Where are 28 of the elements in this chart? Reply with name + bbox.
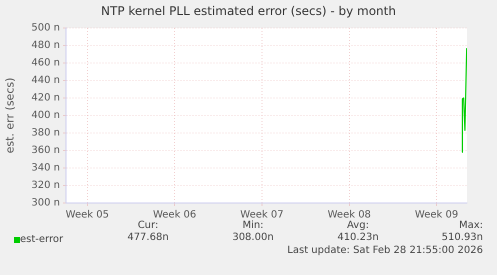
y-tick-label: 360 n	[31, 145, 60, 156]
x-tick-label: Week 09	[414, 210, 458, 221]
text: 308.00n	[231, 232, 275, 243]
text: Min:	[241, 220, 265, 231]
text: Avg:	[346, 220, 370, 231]
text: 477.68n	[126, 232, 170, 243]
x-tick-label: Week 07	[240, 210, 284, 221]
y-tick-label: 440 n	[31, 75, 60, 86]
y-tick-label: 320 n	[31, 180, 60, 192]
text: Last update: Sat Feb 28 21:55:00 2026	[287, 245, 483, 256]
legend-label: est-error	[20, 234, 64, 245]
chart-title: NTP kernel PLL estimated error (secs) - by month	[100, 4, 397, 18]
x-tick-label: Week 06	[152, 210, 196, 221]
text: Max:	[458, 220, 483, 231]
y-tick-label: 380 n	[31, 128, 60, 139]
x-tick-label: Week 08	[328, 210, 371, 221]
y-axis-title: est. err (secs)	[3, 78, 16, 154]
y-tick-label: 460 n	[31, 58, 60, 69]
text: 410.23n	[336, 232, 380, 243]
text: 510.93n	[442, 232, 483, 243]
x-tick-label: Week 05	[66, 210, 109, 221]
y-tick-label: 480 n	[31, 40, 60, 52]
y-tick-label: 420 n	[31, 92, 60, 104]
text: Cur:	[136, 220, 160, 231]
y-tick-label: 500 n	[31, 22, 60, 34]
y-tick-label: 340 n	[31, 162, 60, 174]
y-tick-label: 300 n	[31, 198, 60, 209]
y-tick-label: 400 n	[31, 110, 60, 122]
